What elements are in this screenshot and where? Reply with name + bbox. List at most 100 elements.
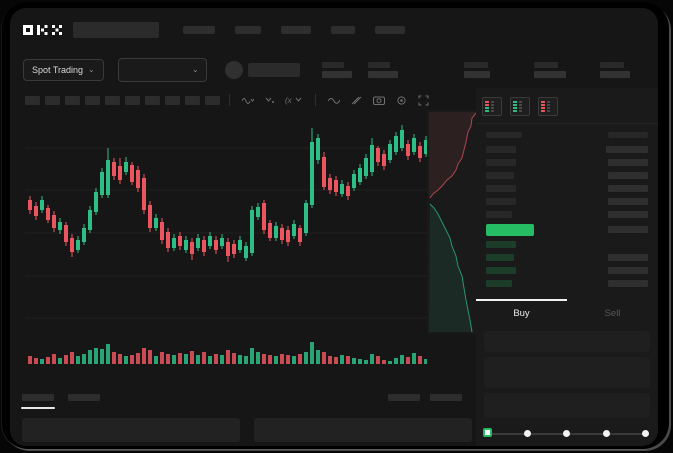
indicators-icon[interactable] — [242, 96, 254, 104]
ask-row[interactable] — [486, 208, 648, 221]
nav-items — [183, 26, 405, 34]
 — [513, 101, 517, 103]
bid-row[interactable] — [486, 238, 648, 251]
book-bids-icon[interactable] — [510, 97, 530, 116]
book-icon-row — [513, 110, 527, 112]
 — [513, 104, 517, 106]
last-price-row[interactable] — [486, 221, 648, 238]
stat-value-placeholder — [599, 71, 630, 78]
price-field[interactable] — [484, 331, 650, 352]
slider-stop-75[interactable] — [602, 430, 610, 437]
market-type-label: Spot Trading — [32, 65, 84, 75]
nav-item-placeholder[interactable] — [331, 26, 355, 34]
order-form — [476, 323, 658, 446]
 — [547, 104, 550, 106]
chevron-down-icon: ⌄ — [192, 65, 199, 74]
 — [547, 101, 550, 103]
ask-row[interactable] — [486, 156, 648, 169]
stat-label-placeholder — [599, 62, 624, 68]
ask-amount-placeholder — [608, 159, 648, 166]
last-price-placeholder — [247, 63, 300, 77]
draw-tools-icon[interactable] — [351, 95, 362, 105]
ask-row[interactable] — [486, 143, 648, 156]
ticker-stat-placeholder — [321, 62, 352, 78]
timeframe-button-placeholder[interactable] — [105, 95, 120, 105]
timeframe-button-placeholder[interactable] — [185, 95, 200, 105]
 — [485, 104, 489, 106]
slider-stop-25[interactable] — [523, 430, 531, 437]
fullscreen-icon[interactable] — [418, 95, 429, 106]
amount-percent-slider[interactable] — [483, 427, 649, 441]
slider-stop-0[interactable] — [483, 428, 492, 437]
fx-indicator-icon[interactable]: (x — [285, 96, 303, 105]
bottom-tab-active[interactable] — [21, 393, 55, 409]
bid-row[interactable] — [486, 264, 648, 277]
timeframe-button-placeholder[interactable] — [125, 95, 140, 105]
bid-price-placeholder — [486, 280, 512, 287]
bottom-tab-bar — [21, 388, 462, 409]
book-both-icon[interactable] — [482, 97, 502, 116]
bid-price-placeholder — [486, 267, 516, 274]
ask-row[interactable] — [486, 182, 648, 195]
bottom-action-placeholder[interactable] — [430, 393, 462, 401]
ask-price-placeholder — [486, 198, 516, 205]
candlestick-chart[interactable] — [25, 110, 428, 334]
 — [485, 110, 489, 112]
ticker-stat-placeholder — [463, 62, 490, 78]
bottom-panel-right — [254, 418, 472, 442]
timeframe-button-placeholder[interactable] — [65, 95, 80, 105]
nav-item-placeholder[interactable] — [281, 26, 311, 34]
slider-stop-100[interactable] — [642, 430, 649, 437]
ask-price-placeholder — [486, 146, 516, 153]
bid-amount-placeholder — [608, 267, 648, 274]
nav-item-placeholder[interactable] — [183, 26, 215, 34]
bid-price-placeholder — [486, 241, 516, 248]
timeframe-button-placeholder[interactable] — [205, 95, 220, 105]
tab-buy[interactable]: Buy — [513, 307, 530, 319]
chart-toolbar: (x — [25, 92, 432, 108]
book-icon-row — [541, 104, 555, 106]
bid-row[interactable] — [486, 251, 648, 264]
settings-gear-icon[interactable] — [396, 95, 407, 106]
ask-row[interactable] — [486, 169, 648, 182]
amount-header-placeholder — [608, 132, 648, 138]
coin-avatar — [224, 61, 243, 79]
camera-icon[interactable] — [372, 95, 385, 105]
book-icon-row — [485, 101, 499, 103]
nav-search-placeholder[interactable] — [73, 22, 159, 38]
timeframe-button-placeholder[interactable] — [85, 95, 100, 105]
depth-chart[interactable] — [427, 110, 478, 334]
book-icon-row — [541, 107, 555, 109]
okx-logo-icon[interactable] — [23, 24, 65, 36]
timeframe-button-placeholder[interactable] — [45, 95, 60, 105]
nav-item-placeholder[interactable] — [235, 26, 261, 34]
stat-label-placeholder — [321, 62, 344, 68]
bottom-tab[interactable] — [68, 393, 100, 401]
book-icon-row — [485, 107, 499, 109]
device-frame: Spot Trading ⌄ ⌄ (x — [2, 2, 669, 449]
timeframe-button-placeholder[interactable] — [25, 95, 40, 105]
market-type-dropdown[interactable]: Spot Trading ⌄ — [23, 59, 104, 81]
book-icon-row — [513, 104, 527, 106]
bottom-action-placeholder[interactable] — [388, 393, 420, 401]
ticker-bar: Spot Trading ⌄ ⌄ — [10, 52, 658, 88]
bid-row[interactable] — [486, 277, 648, 290]
tab-sell[interactable]: Sell — [604, 307, 621, 319]
compare-dropdown-icon[interactable] — [265, 97, 274, 103]
pair-select-dropdown[interactable]: ⌄ — [117, 58, 207, 82]
price-header-placeholder — [486, 132, 522, 138]
stat-value-placeholder — [321, 71, 352, 78]
line-type-icon[interactable] — [327, 96, 340, 104]
ask-row[interactable] — [486, 195, 648, 208]
amount-field[interactable] — [484, 357, 650, 388]
slider-stop-50[interactable] — [563, 430, 570, 437]
ask-amount-placeholder — [608, 185, 648, 192]
timeframe-button-placeholder[interactable] — [145, 95, 160, 105]
total-field[interactable] — [484, 393, 650, 418]
book-icon-row — [513, 101, 527, 103]
timeframe-button-placeholder[interactable] — [165, 95, 180, 105]
nav-item-placeholder[interactable] — [375, 26, 405, 34]
 — [513, 110, 517, 112]
 — [541, 104, 545, 106]
book-asks-icon[interactable] — [538, 97, 558, 116]
